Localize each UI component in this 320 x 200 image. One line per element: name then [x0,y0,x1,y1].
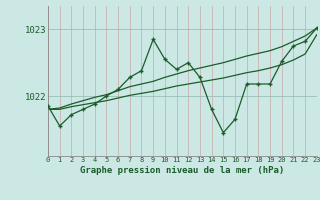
X-axis label: Graphe pression niveau de la mer (hPa): Graphe pression niveau de la mer (hPa) [80,166,284,175]
